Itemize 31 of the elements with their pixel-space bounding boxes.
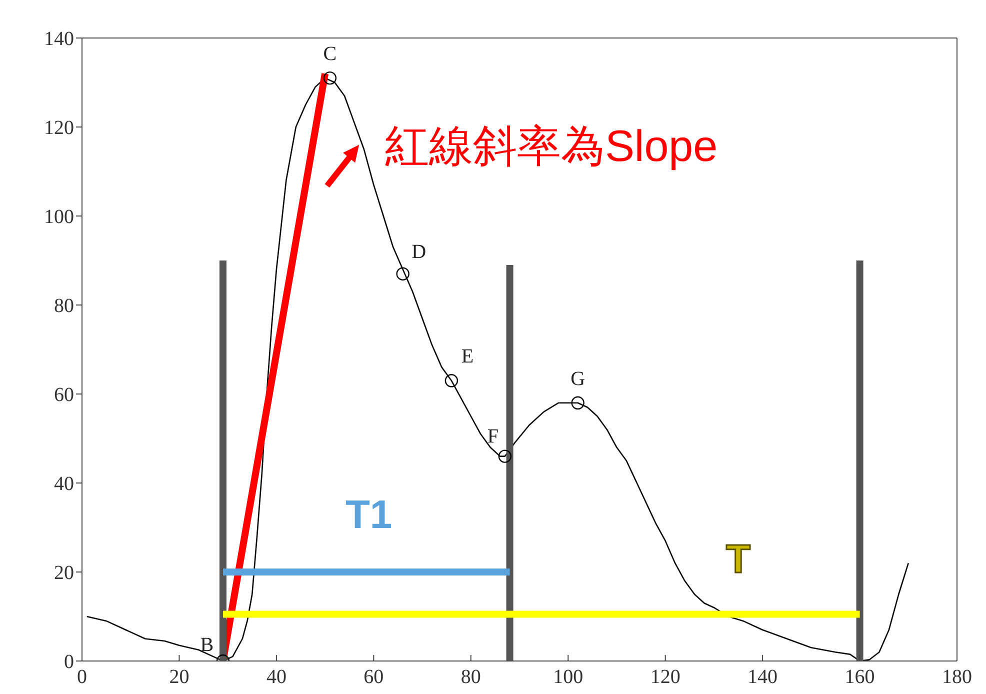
y-tick-label: 100 (44, 206, 74, 228)
x-tick-label: 100 (553, 666, 584, 688)
x-tick-label: 120 (650, 666, 680, 688)
point (498, 450, 512, 463)
y-tick-label: 80 (54, 295, 74, 318)
x-tick-label: 160 (844, 666, 875, 688)
y-tick-label: 60 (54, 384, 74, 406)
y-tick-label: 120 (44, 117, 74, 140)
annotation: T1 (345, 493, 392, 537)
x-tick-label: 180 (942, 666, 972, 688)
point (571, 396, 584, 410)
point (396, 267, 410, 280)
annotation: G (570, 368, 586, 390)
point (444, 374, 458, 388)
y-tick-label: 40 (54, 473, 74, 496)
x-tick-label: 140 (748, 666, 778, 688)
x-tick-label: 80 (460, 666, 481, 688)
annotation: D (412, 240, 426, 263)
x-tick-label: 60 (364, 666, 384, 688)
y-tick-label: 20 (54, 562, 74, 584)
y-tick-label: 140 (44, 28, 74, 50)
annotation: E (461, 346, 474, 368)
annotation: 紅線斜率為Slope (385, 122, 718, 171)
annotation: C (323, 43, 337, 66)
annotation: F (487, 425, 498, 448)
x-tick-label: 20 (169, 666, 190, 688)
point (323, 71, 337, 85)
annotation: B (200, 634, 214, 656)
y-tick-label: 0 (64, 651, 74, 674)
x-tick-label: 40 (266, 666, 286, 688)
annotation: T (726, 537, 750, 582)
